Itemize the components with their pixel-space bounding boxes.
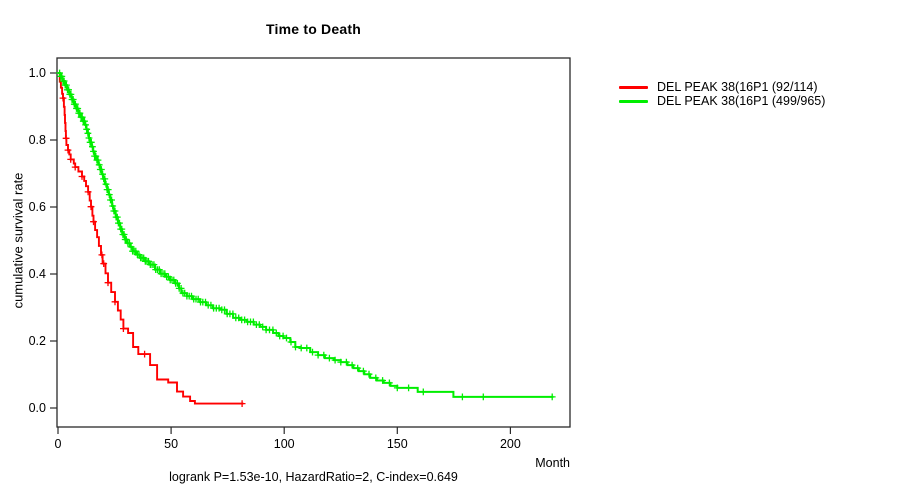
statistics-footnote: logrank P=1.53e-10, HazardRatio=2, C-ind…: [169, 470, 458, 484]
legend-line-green-icon: [619, 99, 648, 103]
chart-title: Time to Death: [266, 21, 361, 37]
y-axis-tick-label: 0.4: [29, 267, 46, 281]
x-axis-tick-label: 0: [55, 437, 62, 451]
x-axis-tick-label: 100: [274, 437, 295, 451]
survival-curve-red: [58, 72, 244, 405]
y-axis-label: cumulative survival rate: [10, 172, 26, 309]
y-axis-tick-label: 0.0: [29, 401, 46, 415]
plot-box: [56, 57, 571, 428]
y-axis-tick-label: 1.0: [29, 66, 46, 80]
legend: DEL PEAK 38(16P1 (92/114) DEL PEAK 38(16…: [619, 80, 825, 108]
legend-label-group2: DEL PEAK 38(16P1 (499/965): [657, 94, 826, 108]
x-axis-tick-label: 50: [164, 437, 178, 451]
y-axis-tick-label: 0.8: [29, 133, 46, 147]
y-axis-tick-label: 0.6: [29, 200, 46, 214]
legend-label-group1: DEL PEAK 38(16P1 (92/114): [657, 80, 818, 94]
legend-item-group2: DEL PEAK 38(16P1 (499/965): [619, 94, 825, 108]
legend-item-group1: DEL PEAK 38(16P1 (92/114): [619, 80, 825, 94]
x-axis-tick-label: 150: [387, 437, 408, 451]
x-axis-label: Month: [535, 456, 570, 470]
censor-marks-green: [56, 69, 556, 401]
x-axis-tick-label: 200: [500, 437, 521, 451]
y-axis-tick-label: 0.2: [29, 334, 46, 348]
legend-line-red-icon: [619, 85, 648, 89]
censor-marks-red: [59, 94, 246, 407]
